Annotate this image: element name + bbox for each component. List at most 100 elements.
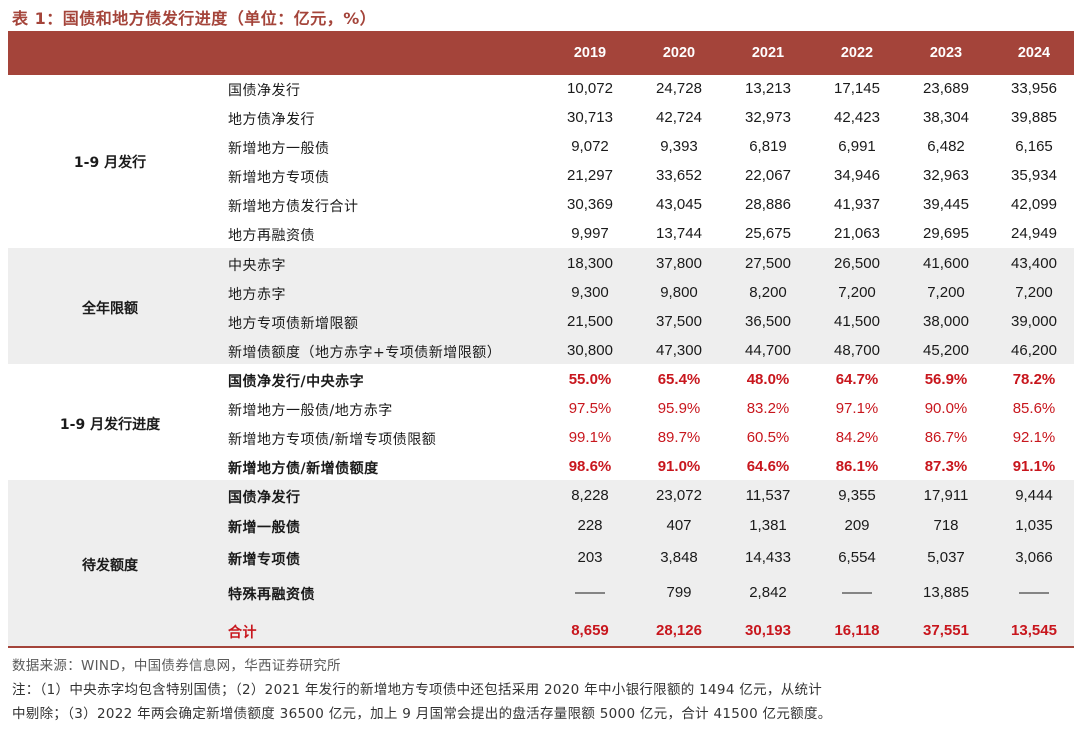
cell-2024: 13,545 xyxy=(1011,622,1057,639)
cell-2020: 43,045 xyxy=(656,196,702,213)
row-label: 合计 xyxy=(228,625,257,641)
cell-2021: 2,842 xyxy=(749,584,787,601)
cell-2023: 90.0% xyxy=(924,400,968,417)
cell-2019: 30,800 xyxy=(567,342,613,359)
year-header-2023: 2023 xyxy=(929,45,963,61)
cell-2023: 23,689 xyxy=(923,80,969,97)
cell-2020: 37,500 xyxy=(656,313,702,330)
cell-2019: 10,072 xyxy=(567,80,613,97)
cell-2021: 27,500 xyxy=(745,255,791,272)
cell-2023: 37,551 xyxy=(923,622,969,639)
cell-2023: 7,200 xyxy=(927,284,965,301)
cell-2020: 28,126 xyxy=(656,622,702,639)
cell-2019: 98.6% xyxy=(568,458,612,475)
cell-2023: 45,200 xyxy=(923,342,969,359)
cell-2021: 22,067 xyxy=(745,167,791,184)
cell-2019: 8,659 xyxy=(571,622,609,639)
row-label: 新增地方一般债/地方赤字 xyxy=(228,403,393,419)
cell-2020: 407 xyxy=(666,517,692,534)
cell-2019: 9,300 xyxy=(571,284,609,301)
footnote-line-2: 中剔除；（3）2022 年两会确定新增债额度 36500 亿元，加上 9 月国常… xyxy=(12,706,832,722)
cell-2023: 56.9% xyxy=(924,371,968,388)
cell-2022: 86.1% xyxy=(835,458,879,475)
cell-2020: 91.0% xyxy=(657,458,701,475)
cell-2023: 32,963 xyxy=(923,167,969,184)
cell-2019: 9,997 xyxy=(571,225,609,242)
cell-2024: —— xyxy=(1019,584,1049,601)
cell-2024: 92.1% xyxy=(1012,429,1056,446)
row-label: 地方再融资债 xyxy=(228,228,315,244)
cell-2024: 43,400 xyxy=(1011,255,1057,272)
cell-2021: 44,700 xyxy=(745,342,791,359)
cell-2022: 6,991 xyxy=(838,138,876,155)
cell-2024: 85.6% xyxy=(1012,400,1056,417)
cell-2024: 78.2% xyxy=(1012,371,1056,388)
year-header-2020: 2020 xyxy=(662,45,696,61)
title-divider xyxy=(8,31,1074,33)
cell-2021: 14,433 xyxy=(745,549,791,566)
cell-2022: 21,063 xyxy=(834,225,880,242)
group-band-pending xyxy=(8,480,1074,646)
cell-2021: 60.5% xyxy=(746,429,790,446)
cell-2023: 38,304 xyxy=(923,109,969,126)
cell-2020: 9,393 xyxy=(660,138,698,155)
row-label: 地方债净发行 xyxy=(228,112,315,128)
cell-2020: 37,800 xyxy=(656,255,702,272)
row-label: 中央赤字 xyxy=(228,258,286,274)
cell-2024: 33,956 xyxy=(1011,80,1057,97)
cell-2023: 29,695 xyxy=(923,225,969,242)
row-label: 国债净发行 xyxy=(228,490,301,506)
cell-2024: 39,885 xyxy=(1011,109,1057,126)
year-header-2021: 2021 xyxy=(751,45,785,61)
cell-2020: 47,300 xyxy=(656,342,702,359)
cell-2020: 23,072 xyxy=(656,487,702,504)
cell-2021: 64.6% xyxy=(746,458,790,475)
cell-2019: 8,228 xyxy=(571,487,609,504)
cell-2022: 41,500 xyxy=(834,313,880,330)
cell-2024: 42,099 xyxy=(1011,196,1057,213)
cell-2020: 13,744 xyxy=(656,225,702,242)
cell-2023: 6,482 xyxy=(927,138,965,155)
cell-2022: 7,200 xyxy=(838,284,876,301)
row-label: 新增地方专项债 xyxy=(228,170,330,186)
row-label: 新增地方专项债/新增专项债限额 xyxy=(228,432,437,448)
footnote-line-1: 注：（1）中央赤字均包含特别国债；（2）2021 年发行的新增地方专项债中还包括… xyxy=(12,682,823,698)
cell-2021: 30,193 xyxy=(745,622,791,639)
table-title: 表 1：国债和地方债发行进度（单位：亿元，%） xyxy=(12,9,377,28)
cell-2020: 95.9% xyxy=(657,400,701,417)
cell-2022: 48,700 xyxy=(834,342,880,359)
cell-2020: 65.4% xyxy=(657,371,701,388)
cell-2023: 86.7% xyxy=(924,429,968,446)
cell-2022: 17,145 xyxy=(834,80,880,97)
cell-2021: 6,819 xyxy=(749,138,787,155)
cell-2020: 799 xyxy=(666,584,692,601)
group-label-annual-quota: 全年限额 xyxy=(82,301,138,317)
cell-2020: 24,728 xyxy=(656,80,702,97)
year-header-2024: 2024 xyxy=(1017,45,1051,61)
cell-2024: 9,444 xyxy=(1015,487,1053,504)
cell-2020: 42,724 xyxy=(656,109,702,126)
cell-2023: 5,037 xyxy=(927,549,965,566)
cell-2019: 18,300 xyxy=(567,255,613,272)
cell-2023: 39,445 xyxy=(923,196,969,213)
cell-2024: 7,200 xyxy=(1015,284,1053,301)
cell-2024: 39,000 xyxy=(1011,313,1057,330)
cell-2022: 84.2% xyxy=(835,429,879,446)
cell-2019: 21,500 xyxy=(567,313,613,330)
cell-2021: 25,675 xyxy=(745,225,791,242)
cell-2022: —— xyxy=(842,584,872,601)
cell-2021: 1,381 xyxy=(749,517,787,534)
cell-2019: 30,369 xyxy=(567,196,613,213)
year-header-2019: 2019 xyxy=(573,45,607,61)
row-label: 新增一般债 xyxy=(228,520,301,536)
table-header: 2019 2020 2021 2022 2023 2024 xyxy=(8,33,1074,75)
cell-2023: 87.3% xyxy=(924,458,968,475)
cell-2024: 91.1% xyxy=(1012,458,1056,475)
cell-2022: 34,946 xyxy=(834,167,880,184)
cell-2019: 9,072 xyxy=(571,138,609,155)
cell-2022: 9,355 xyxy=(838,487,876,504)
cell-2024: 3,066 xyxy=(1015,549,1053,566)
cell-2019: 99.1% xyxy=(568,429,612,446)
row-label: 特殊再融资债 xyxy=(228,587,315,603)
group-label-pending: 待发额度 xyxy=(82,558,138,574)
